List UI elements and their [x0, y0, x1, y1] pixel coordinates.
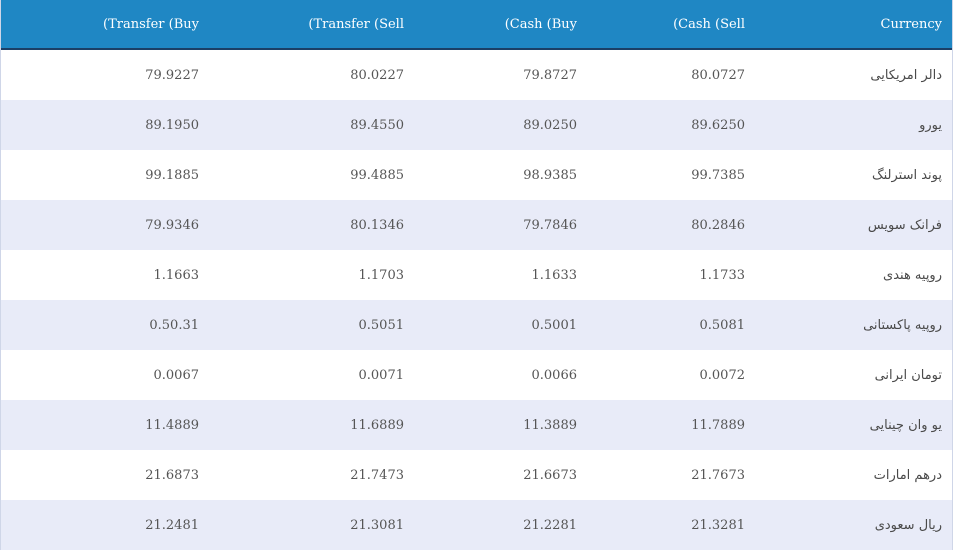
cash-sell-cell: 11.7889: [691, 417, 745, 433]
cash-sell-cell: 0.0072: [699, 367, 746, 383]
cash-buy-cell: 21.2281: [523, 517, 577, 533]
header-transfer-sell: (Transfer (Sell: [308, 16, 404, 32]
cash-sell-cell: 0.5081: [699, 317, 746, 333]
cash-sell-cell: 80.2846: [691, 217, 745, 233]
table-row: 1.1663 1.1703 1.1633 1.1733 روپیه هندی: [1, 250, 952, 300]
cash-sell-cell: 21.3281: [691, 517, 745, 533]
header-cash-sell: (Cash (Sell: [673, 16, 745, 32]
transfer-sell-cell: 0.5051: [358, 317, 405, 333]
currency-name-cell: روپیه هندی: [883, 267, 942, 283]
transfer-buy-cell: 11.4889: [145, 417, 199, 433]
currency-name-cell: روپیه پاکستانی: [863, 317, 942, 333]
table-row: 21.2481 21.3081 21.2281 21.3281 ریال سعو…: [1, 500, 952, 550]
cash-sell-cell: 1.1733: [699, 267, 746, 283]
transfer-sell-cell: 11.6889: [350, 417, 404, 433]
header-transfer-buy: (Transfer (Buy: [103, 16, 199, 32]
cash-buy-cell: 0.5001: [531, 317, 578, 333]
cash-buy-cell: 0.0066: [531, 367, 578, 383]
cash-buy-cell: 98.9385: [523, 167, 577, 183]
transfer-sell-cell: 99.4885: [350, 167, 404, 183]
table-row: 79.9346 80.1346 79.7846 80.2846 فرانک سو…: [1, 200, 952, 250]
currency-name-cell: یورو: [919, 117, 942, 133]
cash-sell-cell: 99.7385: [691, 167, 745, 183]
transfer-buy-cell: 0.50.31: [149, 317, 199, 333]
table-row: 79.9227 80.0227 79.8727 80.0727 دالر امر…: [1, 50, 952, 100]
currency-name-cell: تومان ایرانی: [874, 367, 942, 383]
currency-name-cell: ریال سعودی: [874, 517, 942, 533]
transfer-sell-cell: 89.4550: [350, 117, 404, 133]
transfer-buy-cell: 89.1950: [145, 117, 199, 133]
transfer-buy-cell: 21.6873: [145, 467, 199, 483]
currency-name-cell: دالر امریکایی: [870, 67, 942, 83]
transfer-sell-cell: 1.1703: [358, 267, 405, 283]
table-row: 21.6873 21.7473 21.6673 21.7673 درهم اما…: [1, 450, 952, 500]
transfer-buy-cell: 0.0067: [153, 367, 200, 383]
currency-name-cell: یو وان چینایی: [869, 417, 942, 433]
header-cash-buy: (Cash (Buy: [504, 16, 577, 32]
currency-name-cell: فرانک سویس: [867, 217, 942, 233]
cash-buy-cell: 89.0250: [523, 117, 577, 133]
table-row: 89.1950 89.4550 89.0250 89.6250 یورو: [1, 100, 952, 150]
cash-sell-cell: 89.6250: [691, 117, 745, 133]
cash-buy-cell: 79.8727: [523, 67, 577, 83]
cash-sell-cell: 21.7673: [691, 467, 745, 483]
table-header: (Transfer (Buy (Transfer (Sell (Cash (Bu…: [1, 0, 952, 50]
table-row: 0.0067 0.0071 0.0066 0.0072 تومان ایرانی: [1, 350, 952, 400]
cash-buy-cell: 1.1633: [531, 267, 578, 283]
transfer-buy-cell: 1.1663: [153, 267, 200, 283]
table-row: 11.4889 11.6889 11.3889 11.7889 یو وان چ…: [1, 400, 952, 450]
transfer-buy-cell: 79.9227: [145, 67, 199, 83]
currency-name-cell: پوند استرلنگ: [871, 167, 942, 183]
transfer-buy-cell: 99.1885: [145, 167, 199, 183]
table-row: 0.50.31 0.5051 0.5001 0.5081 روپیه پاکست…: [1, 300, 952, 350]
transfer-buy-cell: 79.9346: [145, 217, 199, 233]
header-currency: Currency: [880, 16, 942, 32]
transfer-buy-cell: 21.2481: [145, 517, 199, 533]
transfer-sell-cell: 80.0227: [350, 67, 404, 83]
cash-buy-cell: 21.6673: [523, 467, 577, 483]
transfer-sell-cell: 80.1346: [350, 217, 404, 233]
cash-buy-cell: 11.3889: [523, 417, 577, 433]
cash-buy-cell: 79.7846: [523, 217, 577, 233]
cash-sell-cell: 80.0727: [691, 67, 745, 83]
transfer-sell-cell: 21.3081: [350, 517, 404, 533]
transfer-sell-cell: 21.7473: [350, 467, 404, 483]
table-row: 99.1885 99.4885 98.9385 99.7385 پوند است…: [1, 150, 952, 200]
transfer-sell-cell: 0.0071: [358, 367, 405, 383]
currency-name-cell: درهم امارات: [873, 467, 942, 483]
